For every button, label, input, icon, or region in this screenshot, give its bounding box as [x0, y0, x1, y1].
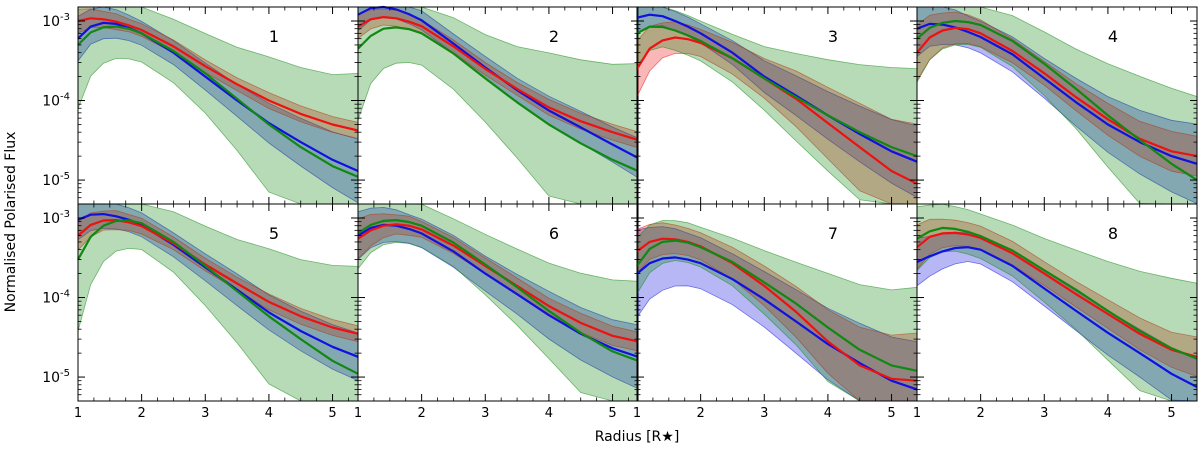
- x-tick-label: 5: [328, 406, 336, 421]
- y-axis-label: Normalised Polarised Flux: [3, 132, 19, 313]
- line-green-panel-4: [916, 19, 1198, 182]
- panel-8: 1 2 3 4 5 8: [913, 203, 1198, 421]
- band-green-panel-2: [357, 6, 639, 205]
- x-tick-label: 3: [201, 406, 209, 421]
- line-blue-panel-3: [636, 13, 918, 163]
- panel-number: 3: [828, 27, 838, 46]
- panel-number: 1: [269, 27, 279, 46]
- x-tick-label: 4: [545, 406, 553, 421]
- x-tick-label: 3: [481, 406, 489, 421]
- x-tick-label: 5: [1167, 406, 1175, 421]
- x-tick-label: 2: [976, 406, 984, 421]
- x-axis-label: Radius [R★]: [595, 429, 680, 445]
- band-green-panel-7: [636, 220, 918, 402]
- line-blue-panel-8: [916, 246, 1198, 388]
- panel-2: 2: [357, 5, 639, 205]
- x-tick-label: 5: [608, 406, 616, 421]
- panel-1: 10-3 10-4 10-5 1: [42, 6, 359, 205]
- line-red-panel-5: [77, 219, 359, 335]
- line-blue-panel-1: [77, 21, 359, 173]
- x-tick-label: 1: [354, 406, 362, 421]
- line-red-panel-2: [357, 16, 639, 141]
- line-green-panel-6: [357, 219, 639, 362]
- y-tick-label: 10-3: [42, 209, 70, 227]
- line-green-panel-7: [636, 239, 918, 372]
- y-tick-label: 10-4: [42, 289, 70, 307]
- x-tick-label: 1: [633, 406, 641, 421]
- panel-number: 7: [828, 224, 838, 243]
- band-green-panel-1: [77, 6, 359, 205]
- line-red-panel-6: [357, 223, 639, 343]
- line-red-panel-8: [916, 231, 1198, 358]
- line-green-panel-2: [357, 26, 639, 173]
- line-red-panel-1: [77, 17, 359, 132]
- y-tick-label: 10-4: [42, 92, 70, 110]
- x-tick-label: 2: [137, 406, 145, 421]
- x-tick-label: 4: [265, 406, 273, 421]
- x-tick-label: 2: [696, 406, 704, 421]
- x-tick-label: 3: [1040, 406, 1048, 421]
- line-green-panel-8: [916, 226, 1198, 360]
- panel-number: 6: [549, 224, 559, 243]
- x-tick-label: 2: [417, 406, 425, 421]
- band-green-panel-3: [636, 6, 918, 205]
- panel-7: 1 2 3 4 5 7: [633, 203, 918, 421]
- y-tick-label: 10-5: [42, 368, 70, 386]
- line-green-panel-3: [636, 25, 918, 158]
- frame-panel-6: [357, 203, 639, 402]
- line-green-panel-1: [77, 25, 359, 178]
- line-blue-panel-4: [916, 22, 1198, 165]
- panel-4: 4: [916, 6, 1198, 205]
- band-green-panel-6: [357, 203, 639, 402]
- panel-number: 8: [1108, 224, 1118, 243]
- x-tick-label: 3: [760, 406, 768, 421]
- panel-number: 2: [549, 27, 559, 46]
- panel-grid: 10-3 10-4 10-5 1 2 3 4 1 2 3 4 5 10-3 10-4 10-5 5 1 2 3 4 5 6…: [42, 5, 1198, 421]
- panel-6: 1 2 3 4 5 6: [354, 203, 639, 421]
- line-blue-panel-5: [77, 213, 359, 358]
- frame-panel-8: [916, 203, 1198, 402]
- band-green-panel-4: [916, 6, 1198, 205]
- x-tick-label: 4: [1104, 406, 1112, 421]
- line-green-panel-5: [77, 219, 359, 375]
- y-tick-label: 10-5: [42, 171, 70, 189]
- panel-number: 4: [1108, 27, 1118, 46]
- panel-3: 3: [636, 6, 918, 205]
- x-tick-label: 1: [913, 406, 921, 421]
- panel-5: 1 2 3 4 5 10-3 10-4 10-5 5: [42, 203, 359, 421]
- x-tick-label: 5: [887, 406, 895, 421]
- y-tick-label: 10-3: [42, 12, 70, 30]
- band-green-panel-5: [77, 203, 359, 402]
- x-tick-label: 4: [824, 406, 832, 421]
- panel-number: 5: [269, 224, 279, 243]
- line-blue-panel-7: [636, 256, 918, 391]
- x-tick-label: 1: [74, 406, 82, 421]
